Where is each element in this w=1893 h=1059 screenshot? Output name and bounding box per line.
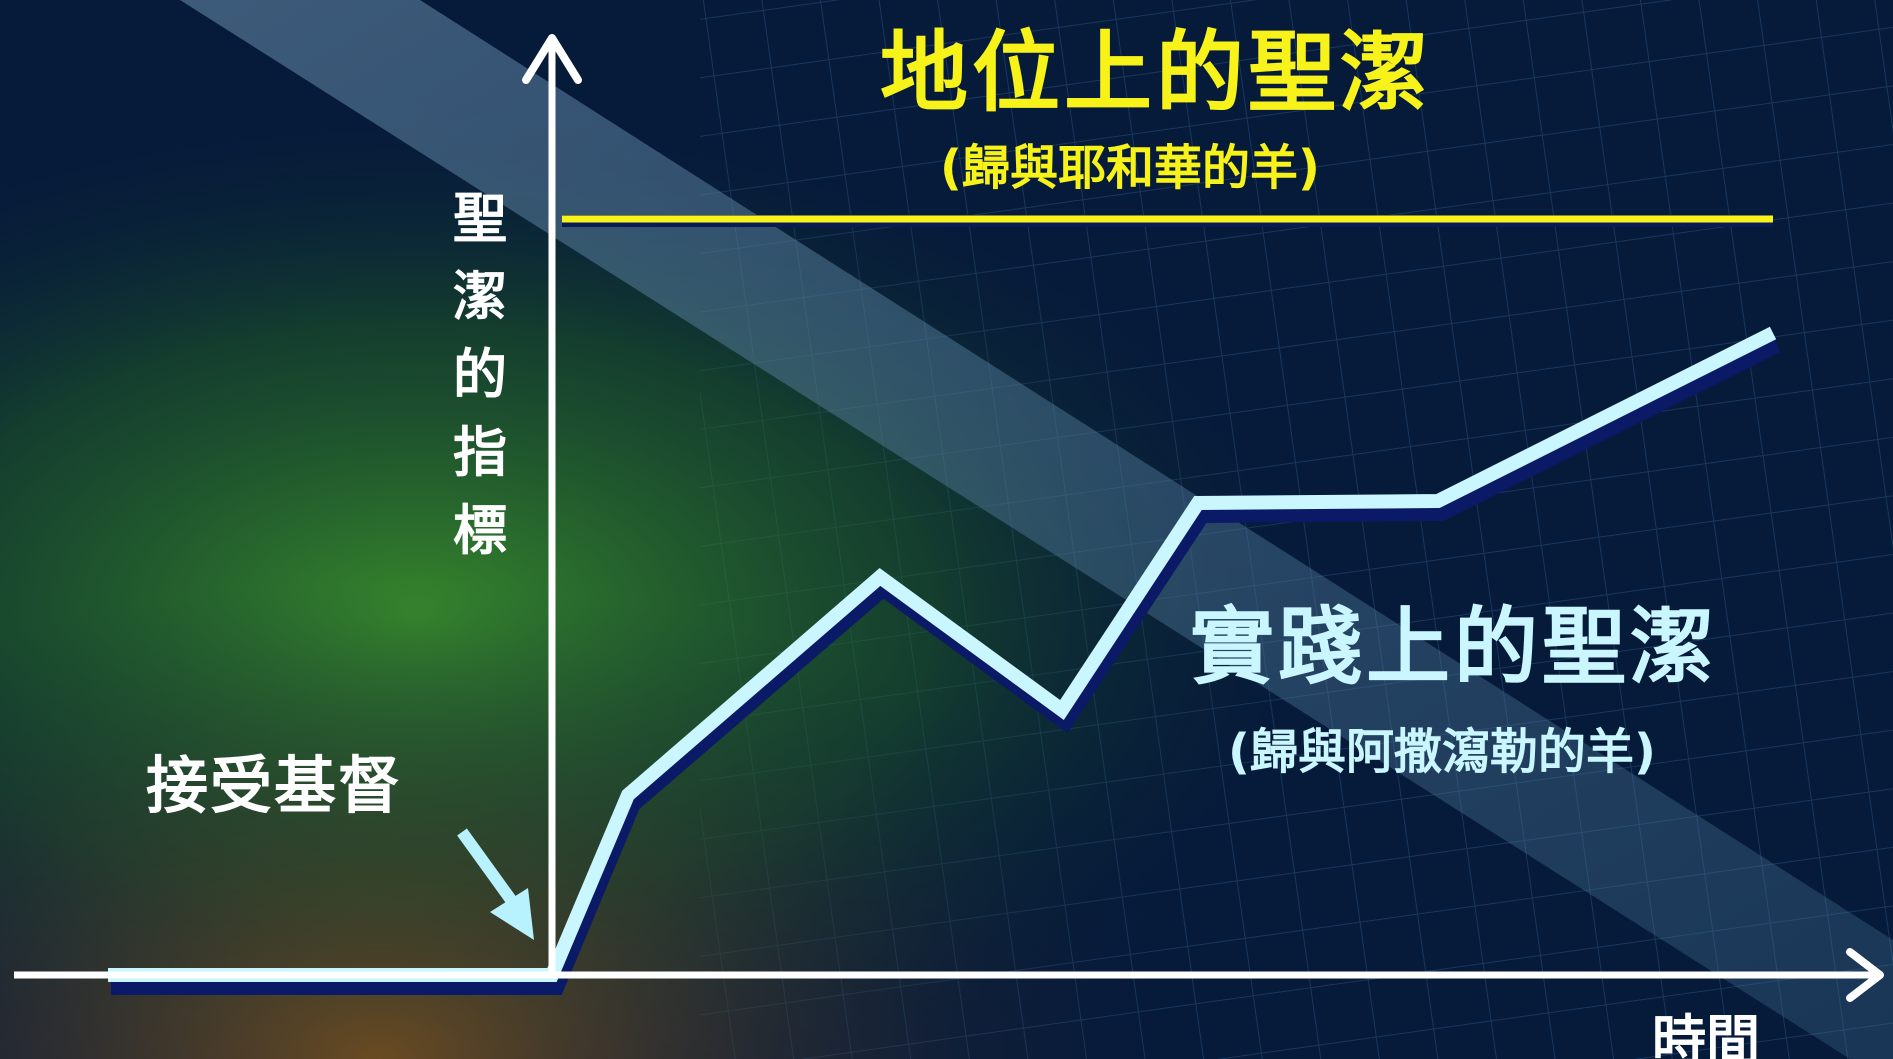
positional-holiness-line	[562, 219, 1773, 221]
y-axis-label: 聖潔的指標	[448, 180, 512, 570]
x-axis-label: 時間	[1652, 996, 1760, 1059]
positional-holiness-title: 地位上的聖潔	[880, 2, 1432, 129]
practical-holiness-subtitle: (歸與阿撒瀉勒的羊)	[1228, 712, 1656, 782]
practical-holiness-title: 實踐上的聖潔	[1190, 580, 1718, 701]
positional-holiness-subtitle: (歸與耶和華的羊)	[940, 128, 1320, 198]
accept-christ-label: 接受基督	[146, 735, 402, 825]
